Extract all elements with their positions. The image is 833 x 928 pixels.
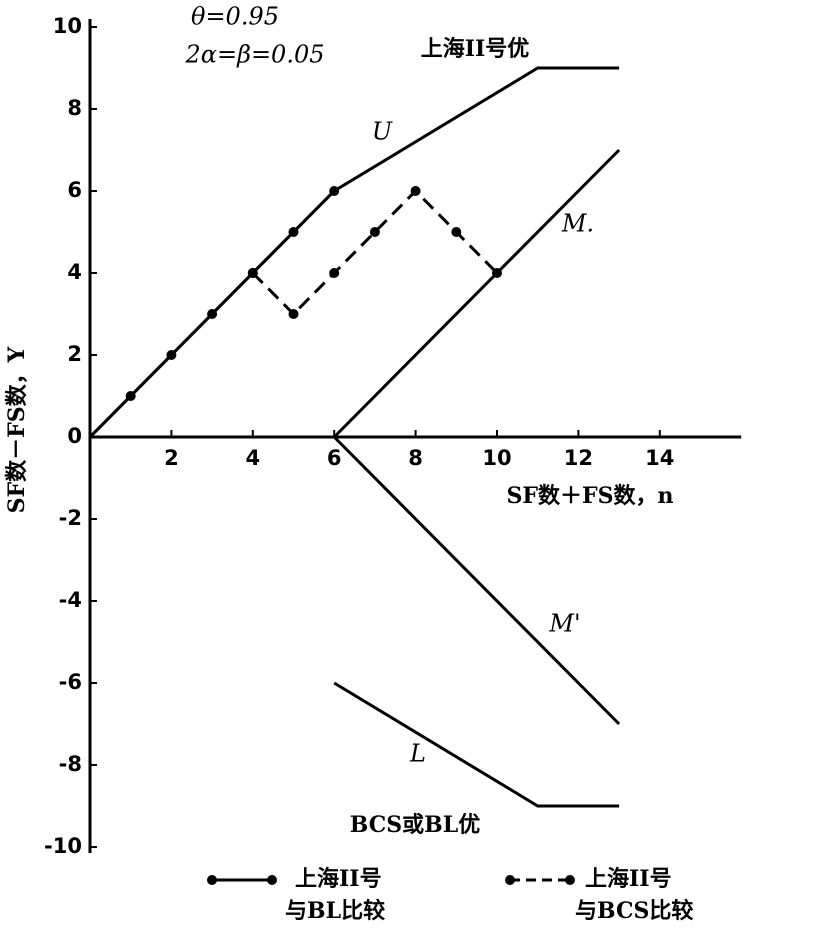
legend-label: 上海II号与BL比较 xyxy=(285,866,385,924)
boundary-line xyxy=(333,435,621,726)
y-tick-label: 4 xyxy=(67,260,82,284)
data-point xyxy=(329,268,340,278)
boundary-label: U xyxy=(372,118,393,146)
y-tick-label: -4 xyxy=(59,588,82,612)
data-point xyxy=(166,350,177,360)
annotation: 上海II号优 xyxy=(421,36,530,62)
y-tick-label: -6 xyxy=(59,670,82,694)
annotation: BCS或BL优 xyxy=(350,812,480,838)
data-point xyxy=(207,309,218,319)
y-tick-label: 8 xyxy=(67,96,82,120)
boundary-label: L xyxy=(409,740,426,768)
data-point xyxy=(329,186,340,196)
data-point xyxy=(247,268,258,278)
y-tick-label: -10 xyxy=(44,834,82,858)
x-axis-label: SF数＋FS数，n xyxy=(506,483,673,509)
legend-dot xyxy=(505,875,515,885)
data-point xyxy=(288,309,299,319)
x-tick-label: 6 xyxy=(327,446,342,470)
data-point xyxy=(369,227,380,237)
x-tick-label: 12 xyxy=(564,446,593,470)
series-line xyxy=(251,188,499,317)
data-point xyxy=(125,391,136,401)
legend-dot xyxy=(565,875,575,885)
boundary-line xyxy=(333,148,621,439)
y-tick-label: 10 xyxy=(53,14,82,38)
x-tick-label: 2 xyxy=(164,446,179,470)
data-point xyxy=(451,227,462,237)
y-tick-label: 2 xyxy=(67,342,82,366)
boundary-label: M. xyxy=(561,210,594,238)
y-tick-label: 0 xyxy=(67,424,82,448)
annotation: θ=0.95 xyxy=(191,3,279,31)
x-tick-label: 4 xyxy=(245,446,260,470)
legend-dot xyxy=(207,875,217,885)
x-tick-label: 14 xyxy=(645,446,674,470)
y-tick-label: 6 xyxy=(67,178,82,202)
data-point xyxy=(410,186,421,196)
x-tick-label: 8 xyxy=(408,446,423,470)
legend-label: 上海II号与BCS比较 xyxy=(575,866,693,924)
legend-dot xyxy=(267,875,277,885)
x-tick-label: 10 xyxy=(482,446,511,470)
y-tick-label: -2 xyxy=(59,506,82,530)
data-point xyxy=(492,268,502,278)
y-axis-label: SF数－FS数，Y xyxy=(4,346,30,513)
data-point xyxy=(288,227,299,237)
boundary-label: M' xyxy=(548,610,580,638)
y-tick-label: -8 xyxy=(59,752,82,776)
annotation: 2α=β=0.05 xyxy=(184,41,324,69)
boundary-line xyxy=(333,681,620,808)
